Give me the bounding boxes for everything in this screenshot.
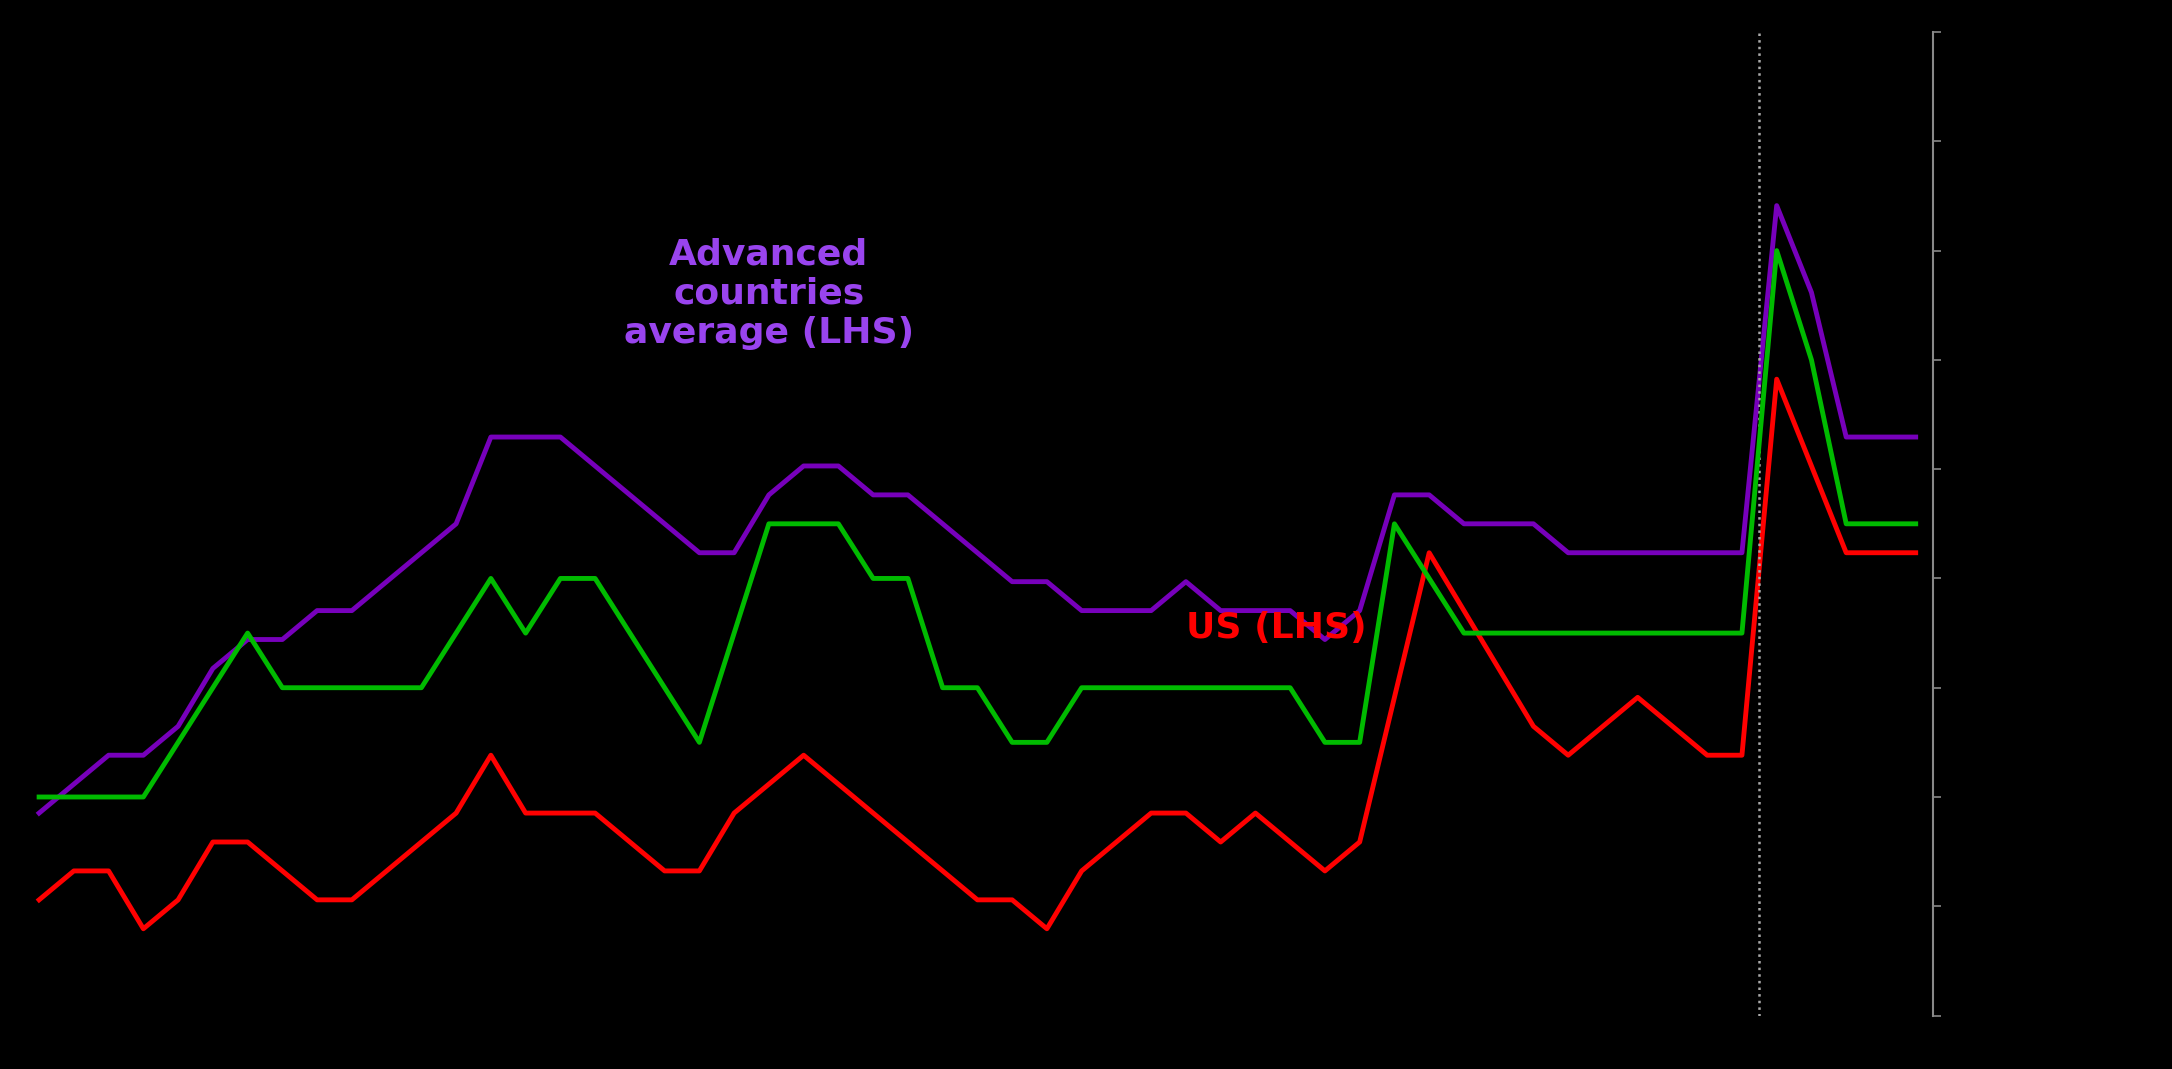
Text: Advanced
countries
average (LHS): Advanced countries average (LHS): [623, 237, 914, 351]
Text: US (LHS): US (LHS): [1186, 610, 1366, 645]
